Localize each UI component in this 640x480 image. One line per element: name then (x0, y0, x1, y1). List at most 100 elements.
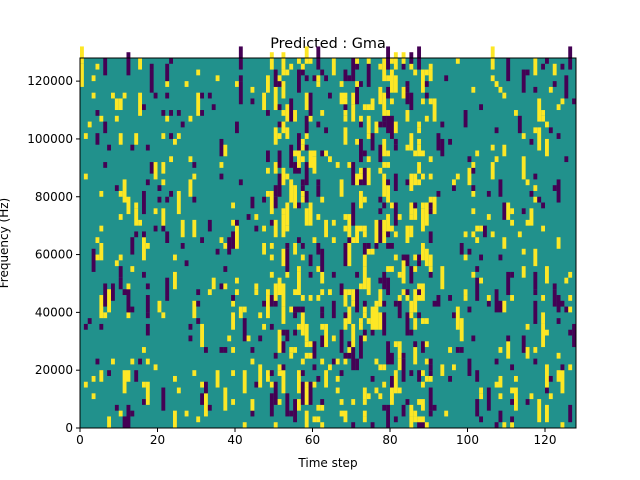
heatmap-cell (304, 144, 309, 151)
heatmap-cell (126, 196, 131, 215)
heatmap-cell (320, 150, 325, 157)
heatmap-cell (382, 381, 387, 388)
heatmap-cell (300, 63, 305, 70)
heatmap-cell (273, 381, 278, 405)
heatmap-cell (289, 410, 294, 417)
heatmap-cell (289, 110, 294, 122)
heatmap-cell (502, 237, 507, 249)
heatmap-cell (479, 416, 484, 423)
heatmap-cell (126, 312, 131, 319)
heatmap-cell (80, 63, 84, 87)
heatmap-cell (320, 110, 325, 116)
heatmap-cell (343, 92, 348, 99)
heatmap-cell (428, 196, 433, 203)
heatmap-cell (207, 92, 212, 99)
heatmap-cell (359, 179, 363, 186)
heatmap-cell (238, 306, 243, 319)
heatmap-cell (568, 295, 573, 301)
heatmap-cell (413, 318, 418, 330)
heatmap-cell (312, 364, 317, 371)
heatmap-cell (200, 237, 205, 243)
heatmap-cell (95, 237, 100, 243)
heatmap-cell (304, 162, 309, 186)
heatmap-cell (351, 323, 356, 348)
heatmap-cell (355, 138, 360, 145)
heatmap-cell (161, 312, 166, 319)
heatmap-cell (254, 225, 259, 232)
heatmap-cell (335, 387, 340, 394)
heatmap-cell (378, 312, 383, 330)
heatmap-cell (293, 243, 298, 255)
heatmap-cell (494, 381, 499, 388)
heatmap-cell (277, 81, 282, 87)
heatmap-cell (382, 121, 387, 128)
heatmap-cell (393, 202, 398, 226)
heatmap-cell (421, 318, 425, 324)
heatmap-cell (548, 86, 553, 93)
heatmap-cell (285, 225, 290, 232)
heatmap-cell (91, 75, 96, 82)
heatmap-cell (366, 318, 371, 324)
heatmap-cell (304, 133, 309, 139)
heatmap-cell (142, 231, 146, 238)
heatmap-cell (424, 69, 429, 76)
heatmap-cell (161, 133, 166, 139)
heatmap-cell (390, 387, 394, 405)
heatmap-cell (362, 167, 367, 186)
heatmap-cell (347, 289, 352, 296)
heatmap-cell (145, 312, 150, 319)
heatmap-cell (428, 156, 433, 163)
heatmap-cell (452, 179, 456, 186)
heatmap-cell (157, 196, 162, 203)
heatmap-cell (281, 208, 286, 215)
heatmap-cell (428, 271, 433, 278)
heatmap-cell (401, 404, 406, 417)
heatmap-cell (328, 156, 332, 163)
heatmap-cell (382, 138, 387, 157)
heatmap-cell (161, 179, 166, 186)
heatmap-cell (382, 173, 387, 197)
heatmap-cell (486, 300, 491, 307)
heatmap-cell (405, 179, 410, 186)
heatmap-cell (355, 271, 360, 278)
heatmap-cell (514, 387, 518, 411)
heatmap-cell (490, 162, 495, 180)
heatmap-cell (250, 358, 255, 365)
heatmap-cell (266, 190, 270, 197)
heatmap-cell (242, 306, 247, 313)
heatmap-cell (211, 277, 216, 290)
heatmap-cell (366, 156, 371, 163)
heatmap-cell (432, 404, 437, 411)
heatmap-cell (95, 358, 100, 365)
heatmap-cell (568, 329, 573, 336)
heatmap-cell (266, 370, 270, 382)
heatmap-cell (80, 46, 84, 64)
heatmap-cell (366, 248, 371, 255)
heatmap-cell (459, 243, 464, 255)
heatmap-cell (207, 404, 212, 411)
heatmap-cell (382, 219, 387, 232)
heatmap-cell (176, 110, 181, 116)
heatmap-cell (215, 370, 220, 388)
heatmap-cell (99, 115, 104, 122)
heatmap-cell (409, 266, 414, 284)
heatmap-cell (300, 295, 305, 301)
heatmap-cell (359, 167, 363, 174)
heatmap-cell (300, 185, 305, 191)
heatmap-cell (269, 190, 274, 215)
heatmap-cell (564, 277, 569, 284)
heatmap-cell (374, 358, 379, 365)
heatmap-cell (238, 81, 243, 105)
heatmap-cell (386, 110, 391, 116)
heatmap-cell (486, 190, 491, 197)
heatmap-cell (421, 243, 425, 261)
heatmap-cell (405, 81, 410, 87)
heatmap-cell (297, 323, 301, 330)
heatmap-cell (320, 335, 325, 348)
heatmap-cell (246, 214, 251, 220)
heatmap-cell (297, 150, 301, 168)
heatmap-cell (521, 69, 526, 93)
heatmap-cell (347, 237, 352, 243)
heatmap-cell (138, 58, 143, 70)
heatmap-cell (548, 127, 553, 134)
